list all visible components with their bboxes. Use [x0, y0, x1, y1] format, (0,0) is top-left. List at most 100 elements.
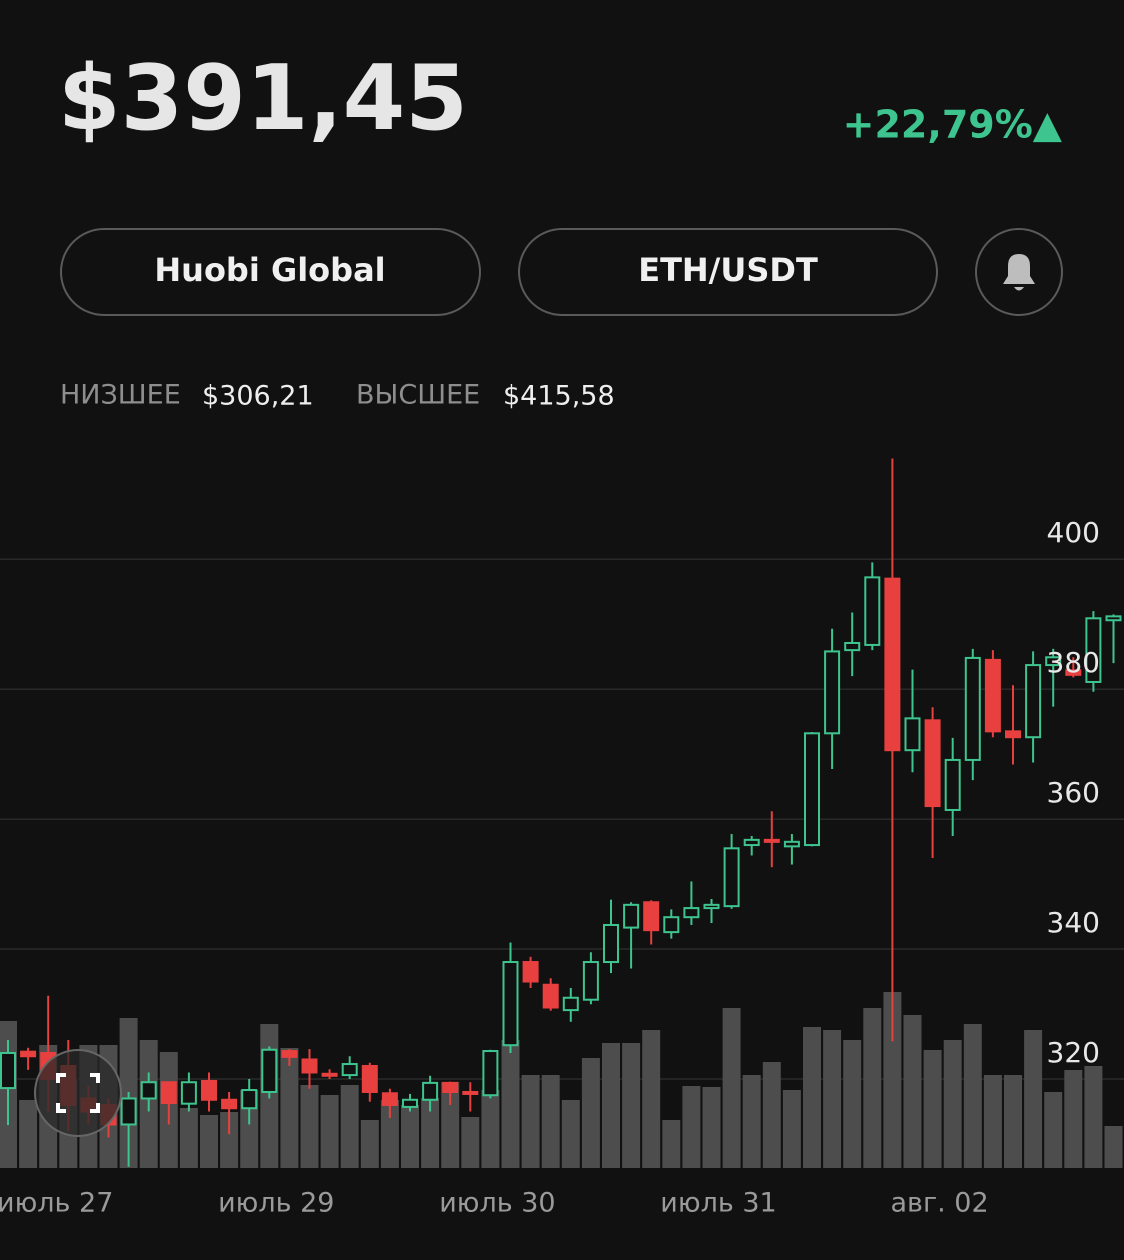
- exchange-label[interactable]: Huobi Global: [154, 251, 385, 289]
- candle-body: [1005, 730, 1021, 739]
- y-tick-label: 380: [1047, 646, 1100, 679]
- candle-body: [522, 961, 539, 983]
- candle-body: [824, 650, 841, 735]
- candle-body: [20, 1050, 37, 1058]
- candle-body: [582, 961, 599, 1001]
- fullscreen-circle[interactable]: [34, 1049, 122, 1137]
- candle-body: [623, 903, 640, 929]
- x-tick-label: июль 29: [218, 1188, 334, 1219]
- volume-bar: [280, 1048, 299, 1168]
- candle-body: [783, 840, 800, 848]
- high-value: $415,58: [503, 381, 615, 412]
- volume-bar: [561, 1100, 580, 1168]
- candle-body: [743, 838, 760, 847]
- candle-body: [462, 1090, 479, 1095]
- candle-body: [281, 1050, 298, 1058]
- volume-bar: [602, 1043, 620, 1168]
- candle-body: [361, 1064, 378, 1093]
- change: +22,79%▲: [843, 103, 1063, 147]
- candle-body: [201, 1079, 217, 1101]
- exchange-button[interactable]: [60, 228, 481, 316]
- volume-bar: [501, 1040, 520, 1168]
- volume-bar: [843, 1040, 862, 1168]
- candle-body: [542, 983, 559, 1009]
- y-tick-label: 320: [1047, 1036, 1100, 1069]
- candle-body: [683, 907, 700, 919]
- candle-body: [844, 641, 861, 652]
- y-tick-label: 340: [1047, 906, 1100, 939]
- volume-bar: [963, 1024, 982, 1168]
- volume-bar: [1004, 1075, 1022, 1168]
- candle-body: [864, 576, 881, 646]
- volume-bar: [742, 1075, 761, 1168]
- candle-body: [0, 1051, 16, 1090]
- fullscreen-button[interactable]: [34, 1049, 122, 1137]
- x-tick-label: июль 31: [660, 1188, 776, 1219]
- volume-bar: [1064, 1070, 1083, 1168]
- candle-body: [723, 847, 740, 908]
- candle-body: [502, 961, 519, 1047]
- volume-bar: [240, 1090, 259, 1168]
- candle-body: [984, 658, 1001, 733]
- candle-body: [140, 1081, 157, 1100]
- candle-body: [763, 838, 780, 843]
- pair-button[interactable]: [518, 228, 938, 316]
- candle-body: [603, 923, 619, 964]
- volume-bar: [320, 1095, 339, 1168]
- candle-body: [1045, 656, 1062, 667]
- volume-bar: [682, 1086, 701, 1168]
- candle-body: [562, 996, 579, 1012]
- volume-bar: [722, 1008, 741, 1168]
- x-tick-label: июль 27: [0, 1188, 113, 1219]
- volume-bar: [220, 1112, 239, 1168]
- volume-bar: [903, 1015, 922, 1168]
- price: $391,45: [58, 46, 468, 151]
- candle-body: [160, 1081, 177, 1105]
- y-tick-label: 360: [1047, 776, 1100, 809]
- candle-body: [321, 1072, 338, 1077]
- volume-bar: [300, 1085, 319, 1168]
- volume-bar: [782, 1090, 801, 1168]
- volume-bar: [662, 1120, 681, 1168]
- candle-body: [804, 732, 820, 847]
- volume-bar: [622, 1043, 641, 1168]
- volume-bar: [1044, 1092, 1063, 1168]
- volume-bar: [1024, 1030, 1043, 1168]
- candle-body: [301, 1058, 318, 1074]
- bell-icon[interactable]: [1003, 254, 1035, 291]
- alert-circle[interactable]: [975, 228, 1063, 316]
- candle-body: [442, 1081, 459, 1093]
- fullscreen-icon[interactable]: [56, 1073, 100, 1113]
- volume-bar: [441, 1082, 460, 1168]
- volume-bar: [1104, 1126, 1123, 1168]
- candle-body: [261, 1048, 278, 1093]
- volume-bar: [380, 1100, 399, 1168]
- pair-label[interactable]: ETH/USDT: [638, 251, 818, 289]
- volume-bar: [883, 992, 902, 1168]
- volume-bar: [19, 1100, 38, 1168]
- candle-body: [422, 1081, 439, 1101]
- candle-body: [643, 901, 660, 932]
- candle-body: [402, 1098, 418, 1108]
- candle-body: [1065, 669, 1082, 676]
- candle-body: [381, 1092, 398, 1106]
- volume-bar: [1084, 1066, 1103, 1168]
- candle-body: [341, 1063, 358, 1077]
- candle-body: [482, 1050, 499, 1097]
- candle-body: [924, 719, 941, 808]
- x-tick-label: авг. 02: [891, 1188, 989, 1219]
- volume-bar: [179, 1108, 198, 1168]
- candle-body: [180, 1081, 197, 1105]
- volume-bar: [481, 1090, 500, 1168]
- volume-bar: [642, 1030, 661, 1168]
- alert-button[interactable]: [975, 228, 1063, 316]
- candle-body: [1025, 664, 1042, 739]
- volume-bar: [581, 1058, 600, 1168]
- volume-bar: [702, 1087, 721, 1168]
- candle-body: [120, 1097, 137, 1126]
- volume-bar: [983, 1075, 1002, 1168]
- volume-bar: [421, 1098, 440, 1168]
- volume-bar: [823, 1030, 842, 1168]
- x-tick-label: июль 30: [439, 1188, 555, 1219]
